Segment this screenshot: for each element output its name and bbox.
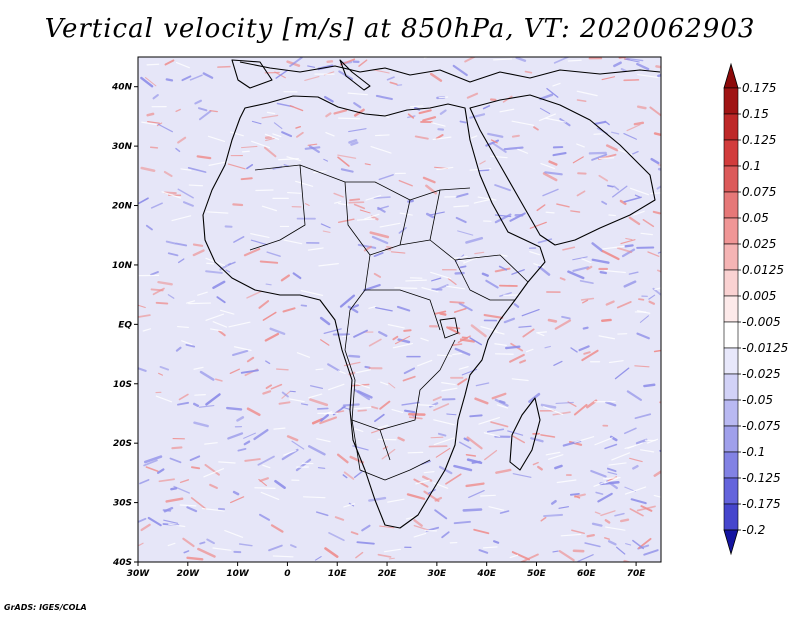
colorbar-label: -0.175 — [742, 497, 781, 511]
colorbar-label: 0.025 — [742, 237, 776, 251]
map-title: Vertical velocity [m/s] at 850hPa, VT: 2… — [44, 14, 756, 44]
x-tick-label: 30W — [127, 569, 151, 579]
colorbar-swatch — [723, 243, 739, 271]
africa-coastline — [202, 95, 546, 529]
y-tick-label: 20S — [113, 439, 132, 449]
colorbar-swatch — [723, 477, 739, 505]
x-tick-label: 20W — [177, 569, 201, 579]
x-tick-label: 10E — [328, 569, 348, 579]
x-tick-label: 70E — [627, 569, 647, 579]
colorbar-label: -0.0125 — [742, 341, 788, 355]
colorbar-swatch — [723, 321, 739, 349]
colorbar-swatch — [723, 425, 739, 453]
colorbar-swatch — [723, 399, 739, 427]
colorbar-label: -0.2 — [742, 523, 765, 537]
colorbar-swatch — [723, 217, 739, 245]
colorbar-label: -0.1 — [742, 445, 765, 459]
colorbar-swatch — [723, 165, 739, 193]
y-tick-label: 20N — [112, 202, 133, 212]
colorbar-swatch — [723, 139, 739, 167]
colorbar-label: 0.05 — [742, 211, 769, 225]
x-tick-label: 0 — [284, 569, 290, 579]
colorbar-swatch — [723, 191, 739, 219]
colorbar-swatch — [723, 295, 739, 323]
x-tick-label: 60E — [577, 569, 597, 579]
interior-borders — [249, 164, 529, 481]
colorbar-label: 0.1 — [742, 159, 761, 173]
y-tick-label: 10N — [112, 261, 133, 271]
colorbar-swatch — [723, 451, 739, 479]
colorbar-top-arrow — [723, 62, 739, 89]
map-frame — [137, 56, 662, 563]
y-tick-label: 40N — [111, 83, 133, 93]
colorbar-swatch — [723, 87, 739, 115]
italy-coastline — [339, 59, 371, 91]
x-tick-label: 30E — [428, 569, 448, 579]
colorbar-label: -0.125 — [742, 471, 781, 485]
colorbar-swatch — [723, 269, 739, 297]
colorbar-label: 0.0125 — [742, 263, 784, 277]
colorbar-label: 0.175 — [742, 81, 776, 95]
colorbar-swatch — [723, 113, 739, 141]
y-tick-label: 10S — [113, 380, 132, 390]
colorbar-bottom-arrow — [723, 529, 739, 556]
arabia-coastline — [469, 94, 656, 246]
colorbar-label: -0.005 — [742, 315, 781, 329]
colorbar-label: 0.005 — [742, 289, 776, 303]
x-tick-label: 50E — [527, 569, 547, 579]
madagascar-coastline — [509, 397, 541, 471]
colorbar-label: 0.075 — [742, 185, 776, 199]
x-tick-label: 40E — [476, 569, 497, 579]
europe-coastline — [239, 61, 661, 83]
grads-credit: GrADS: IGES/COLA — [4, 603, 87, 612]
colorbar-swatch — [723, 347, 739, 375]
colorbar: 0.175 0.15 0.125 0.1 0.075 0.05 0.025 0.0125 0.0… — [723, 62, 788, 556]
colorbar-swatch — [723, 373, 739, 401]
y-tick-label: 40S — [112, 558, 132, 568]
x-tick-label: 10W — [226, 569, 250, 579]
x-tick-label: 20E — [378, 569, 398, 579]
colorbar-label: 0.15 — [742, 107, 769, 121]
iberia-coastline — [231, 59, 273, 89]
y-tick-label: 30N — [112, 142, 133, 152]
colorbar-label: -0.075 — [742, 419, 781, 433]
colorbar-label: -0.025 — [742, 367, 781, 381]
vertical-velocity-field — [138, 57, 661, 562]
colorbar-label: -0.05 — [742, 393, 773, 407]
colorbar-swatch — [723, 503, 739, 531]
y-tick-label: EQ — [118, 320, 132, 330]
lake-victoria — [439, 317, 459, 339]
field-background — [138, 57, 661, 562]
colorbar-label: 0.125 — [742, 133, 776, 147]
y-tick-label: 30S — [113, 499, 132, 509]
